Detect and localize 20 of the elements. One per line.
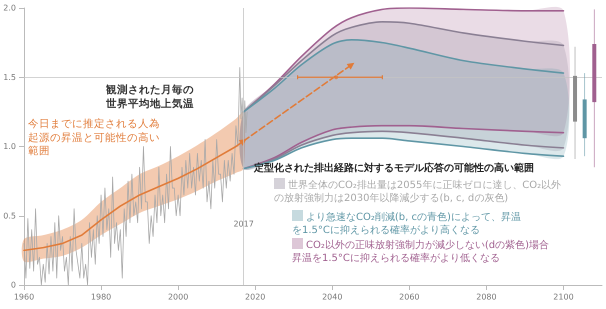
annotation: CO₂以外の正味放射強制力が減少しない(dの紫色)場合昇温を1.5°Cに抑えられる確率がより低くなる bbox=[292, 240, 550, 264]
y-tick-label: 1.0 bbox=[3, 142, 16, 151]
y-tick-label: 0.5 bbox=[3, 211, 16, 220]
annotation: 世界全体のCO₂排出量は2055年に正味ゼロに達し、CO₂以外の放射強制力は2030年以降減少する(b, c, dの灰色) bbox=[274, 180, 562, 204]
x-tick-label: 2060 bbox=[399, 292, 420, 302]
x-tick-label: 2000 bbox=[168, 292, 188, 302]
x-tick-label: 1960 bbox=[14, 292, 34, 302]
annotation: 観測された月毎の世界平均地上気温 bbox=[106, 84, 194, 110]
x-tick-label: 1980 bbox=[90, 292, 112, 302]
x-tick-label: 2100 bbox=[553, 292, 574, 302]
y-tick-label: 1.5 bbox=[3, 72, 16, 82]
y-tick-label: 0 bbox=[10, 280, 16, 290]
x-tick-label: 2020 bbox=[245, 292, 266, 302]
y-tick-label: 2.0 bbox=[3, 4, 16, 12]
annotation: より急速なCO₂削減(b, cの青色)によって、昇温を1.5°Cに抑えられる確率がより高くなる bbox=[292, 212, 521, 236]
x-tick-label: 2080 bbox=[476, 292, 497, 302]
x-tick-label: 2040 bbox=[322, 292, 342, 302]
annotation: 定型化された排出経路に対するモデル応答の可能性の高い範囲 bbox=[254, 163, 534, 174]
annotation: 今日までに推定される人為起源の昇温と可能性の高い範囲 bbox=[28, 118, 160, 158]
ref-line-label: 2017 bbox=[233, 220, 254, 229]
